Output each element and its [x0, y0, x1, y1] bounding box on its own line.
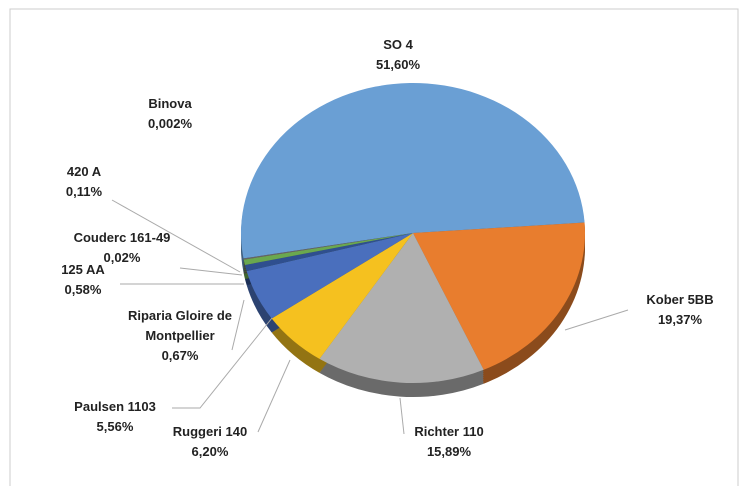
value-label: 6,20% — [191, 444, 229, 459]
category-label: SO 4 — [383, 37, 413, 52]
category-label: Richter 110 — [414, 424, 484, 439]
category-label: Couderc 161-49 — [73, 230, 171, 245]
slice-label: SO 4 51,60% — [376, 35, 420, 75]
value-label: 0,002% — [147, 116, 193, 131]
leader-lines — [111, 199, 629, 435]
value-label: 0,11% — [65, 184, 103, 199]
slice-label: Paulsen 1103 5,56% — [74, 397, 156, 437]
value-label: 0,67% — [161, 348, 199, 363]
category-label: Kober 5BB — [646, 292, 714, 307]
slice — [271, 233, 413, 359]
category-label: Paulsen 1103 — [74, 399, 156, 414]
slice — [243, 233, 413, 259]
value-label: 51,60% — [375, 57, 421, 72]
slice — [243, 233, 413, 260]
slice-label: Riparia Gloire de Montpellier 0,67% — [115, 306, 245, 366]
value-label: 0,02% — [103, 250, 141, 265]
category-label: Ruggeri 140 — [172, 424, 248, 439]
slice — [246, 233, 413, 319]
pie-top — [240, 82, 585, 383]
slice-label: 125 AA 0,58% — [61, 260, 105, 300]
category-label: Binova — [148, 96, 192, 111]
slice — [413, 222, 585, 370]
category-label: 420 A — [66, 164, 102, 179]
value-label: 0,58% — [64, 282, 102, 297]
slice-label: 420 A 0,11% — [66, 162, 102, 202]
slice — [319, 233, 484, 383]
slice-label: Ruggeri 140 6,20% — [173, 422, 247, 462]
value-label: 5,56% — [96, 419, 134, 434]
category-label: 125 AA — [61, 262, 105, 277]
slice — [243, 233, 413, 260]
slice — [244, 233, 413, 272]
slice-label: Kober 5BB 19,37% — [646, 290, 713, 330]
category-label: Riparia Gloire de Montpellier — [127, 308, 233, 343]
slice-label: Binova 0,002% — [148, 94, 192, 134]
slice-label: Couderc 161-49 0,02% — [74, 228, 171, 268]
slice — [243, 233, 413, 266]
value-label: 19,37% — [657, 312, 703, 327]
slice — [240, 82, 585, 259]
value-label: 15,89% — [426, 444, 472, 459]
slice-label: Richter 110 15,89% — [414, 422, 483, 462]
frame — [9, 8, 739, 486]
